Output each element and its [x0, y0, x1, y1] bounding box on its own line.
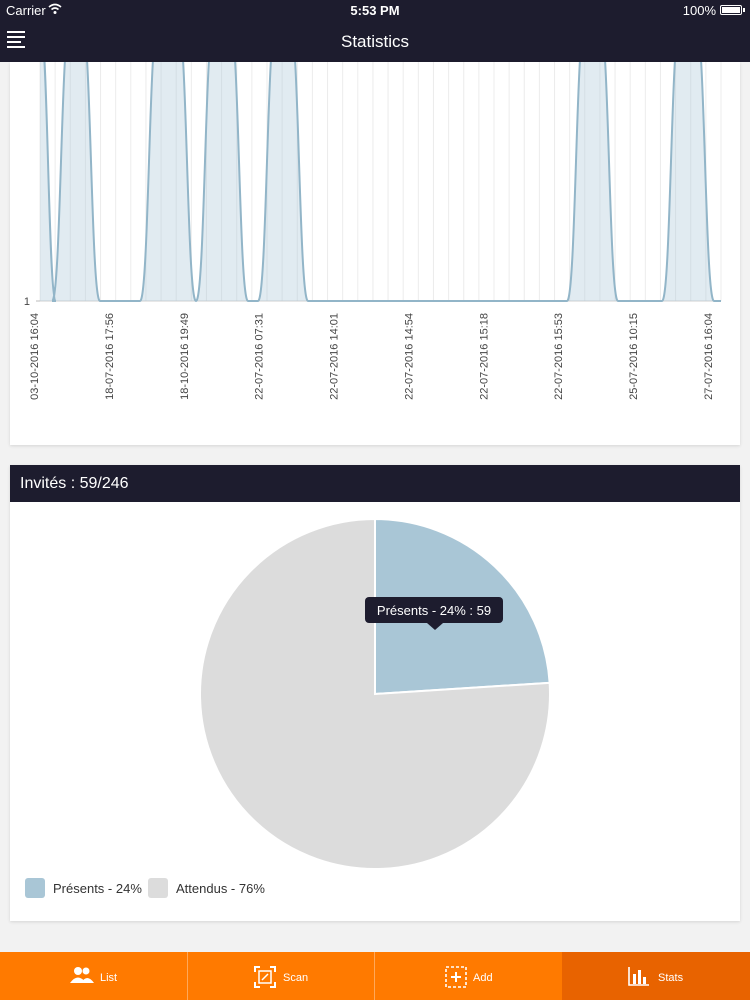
pie-legend: Présents - 24% Attendus - 76%: [25, 878, 265, 898]
legend-swatch: [148, 878, 168, 898]
status-bar: Carrier 5:53 PM 100%: [0, 0, 750, 20]
tab-list[interactable]: List: [0, 952, 187, 1000]
x-tick-label: 03-10-2016 16:04: [29, 313, 41, 400]
pie-tooltip: Présents - 24% : 59: [365, 597, 503, 630]
legend-label: Présents - 24%: [53, 881, 142, 896]
top-bar: Carrier 5:53 PM 100% Statistics: [0, 0, 750, 62]
area-series-line: [39, 21, 721, 303]
x-tick-label: 22-07-2016 14:01: [329, 313, 341, 400]
legend-swatch: [25, 878, 45, 898]
x-tick-label: 18-07-2016 17:56: [104, 313, 116, 400]
page-title: Statistics: [340, 32, 410, 51]
x-tick-label: 22-07-2016 14:54: [403, 313, 415, 400]
pie-slices: [199, 517, 551, 870]
bottom-tab-bar: List Scan Add Stats: [0, 952, 750, 1000]
battery-tip: [743, 8, 745, 12]
add-icon: [445, 966, 467, 988]
chart-grid: [39, 62, 722, 302]
pie-slice-attendus[interactable]: [199, 517, 551, 870]
tab-stats-label: Stats: [658, 972, 684, 984]
guests-pie-chart: Présents - 24% : 59 Présents - 24% Attend…: [25, 517, 551, 898]
tab-divider: [187, 952, 188, 1000]
guests-header: Invités : 59/246: [10, 465, 740, 502]
tab-add-label: Add: [473, 972, 493, 984]
legend-label: Attendus - 76%: [176, 881, 265, 896]
carrier-label: Carrier: [6, 3, 46, 18]
y-tick-label: 1: [24, 296, 30, 308]
x-tick-label: 22-07-2016 15:53: [553, 313, 565, 400]
tab-stats[interactable]: Stats: [562, 952, 750, 1000]
pie-tooltip-text: Présents - 24% : 59: [377, 603, 491, 618]
hamburger-icon[interactable]: [7, 31, 25, 48]
clock: 5:53 PM: [350, 3, 400, 18]
users-icon: [70, 967, 94, 983]
scan-icon: [254, 966, 276, 988]
x-axis-labels: 03-10-2016 16:04 18-07-2016 17:56 18-10-20…: [29, 313, 715, 400]
x-tick-label: 22-07-2016 15:18: [478, 313, 490, 400]
x-tick-label: 22-07-2016 07:31: [254, 313, 266, 400]
battery-percent: 100%: [682, 3, 716, 18]
battery-icon: [720, 5, 742, 15]
bar-chart-icon: [628, 967, 649, 986]
tab-scan[interactable]: Scan: [188, 952, 374, 1000]
tab-add[interactable]: Add: [375, 952, 562, 1000]
tab-divider: [374, 952, 375, 1000]
tab-list-label: List: [100, 972, 118, 984]
x-tick-label: 25-07-2016 10:15: [628, 313, 640, 400]
wifi-icon: [48, 3, 62, 14]
tab-scan-label: Scan: [283, 972, 309, 984]
x-tick-label: 27-07-2016 16:04: [703, 313, 715, 400]
guests-pie-card: Invités : 59/246 Présents - 24% : 59 Pré…: [10, 465, 740, 921]
timeline-chart: 1 03-10-2016 16:04 18-07-2016 17:56 18-10-…: [24, 21, 722, 400]
timeline-chart-card: 1 03-10-2016 16:04 18-07-2016 17:56 18-10-…: [10, 21, 740, 445]
x-tick-label: 18-10-2016 19:49: [179, 313, 191, 400]
area-series-fill: [40, 22, 721, 301]
